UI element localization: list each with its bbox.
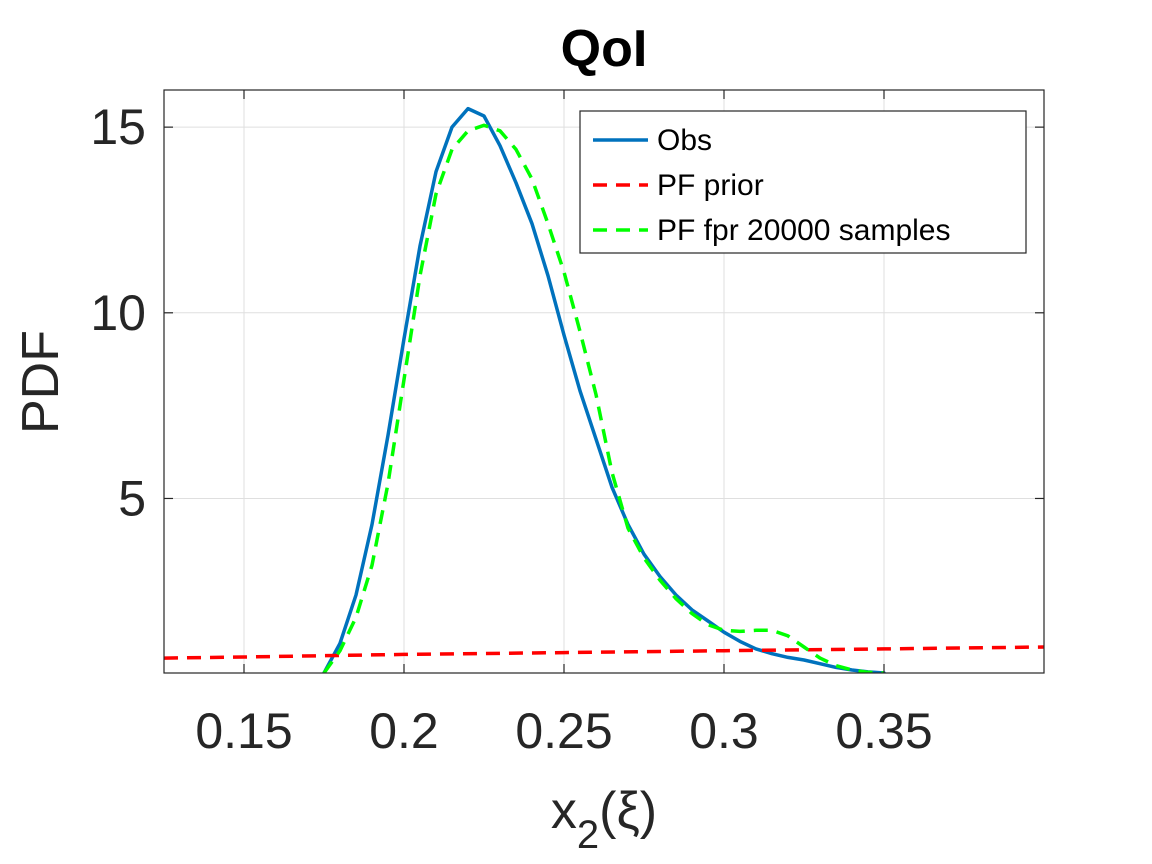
legend-box	[579, 110, 1027, 254]
legend-label-pf-samples: PF fpr 20000 samples	[657, 214, 950, 247]
y-axis-label: PDF	[12, 330, 70, 434]
legend-label-obs: Obs	[657, 124, 712, 157]
x-tick-label: 0.3	[689, 703, 759, 759]
y-tick-label: 15	[90, 99, 146, 155]
chart-title: QoI	[561, 20, 648, 78]
x-axis-label-main: x	[551, 782, 577, 840]
series-line-pf-prior	[164, 645, 1044, 660]
series-line-obs	[322, 106, 886, 673]
x-axis-label-arg: (ξ)	[599, 782, 657, 840]
y-tick-label: 10	[90, 285, 146, 341]
y-tick-label: 5	[118, 470, 146, 526]
legend: Obs PF prior PF fpr 20000 samples	[579, 110, 1027, 254]
x-axis-label-sub: 2	[577, 813, 599, 857]
x-tick-label: 0.35	[835, 703, 932, 759]
plot-box	[163, 89, 1045, 674]
series-layer	[164, 106, 1044, 673]
series-line-pf-samples	[322, 123, 885, 673]
legend-label-pf-prior: PF prior	[657, 169, 764, 202]
x-tick-label: 0.15	[195, 703, 292, 759]
x-tick-label: 0.25	[515, 703, 612, 759]
x-tick-label: 0.2	[369, 703, 439, 759]
ticks: 0.15 0.2 0.25 0.3 0.35 5 10 15	[90, 90, 1044, 759]
x-axis-label: x2(ξ)	[551, 782, 657, 857]
